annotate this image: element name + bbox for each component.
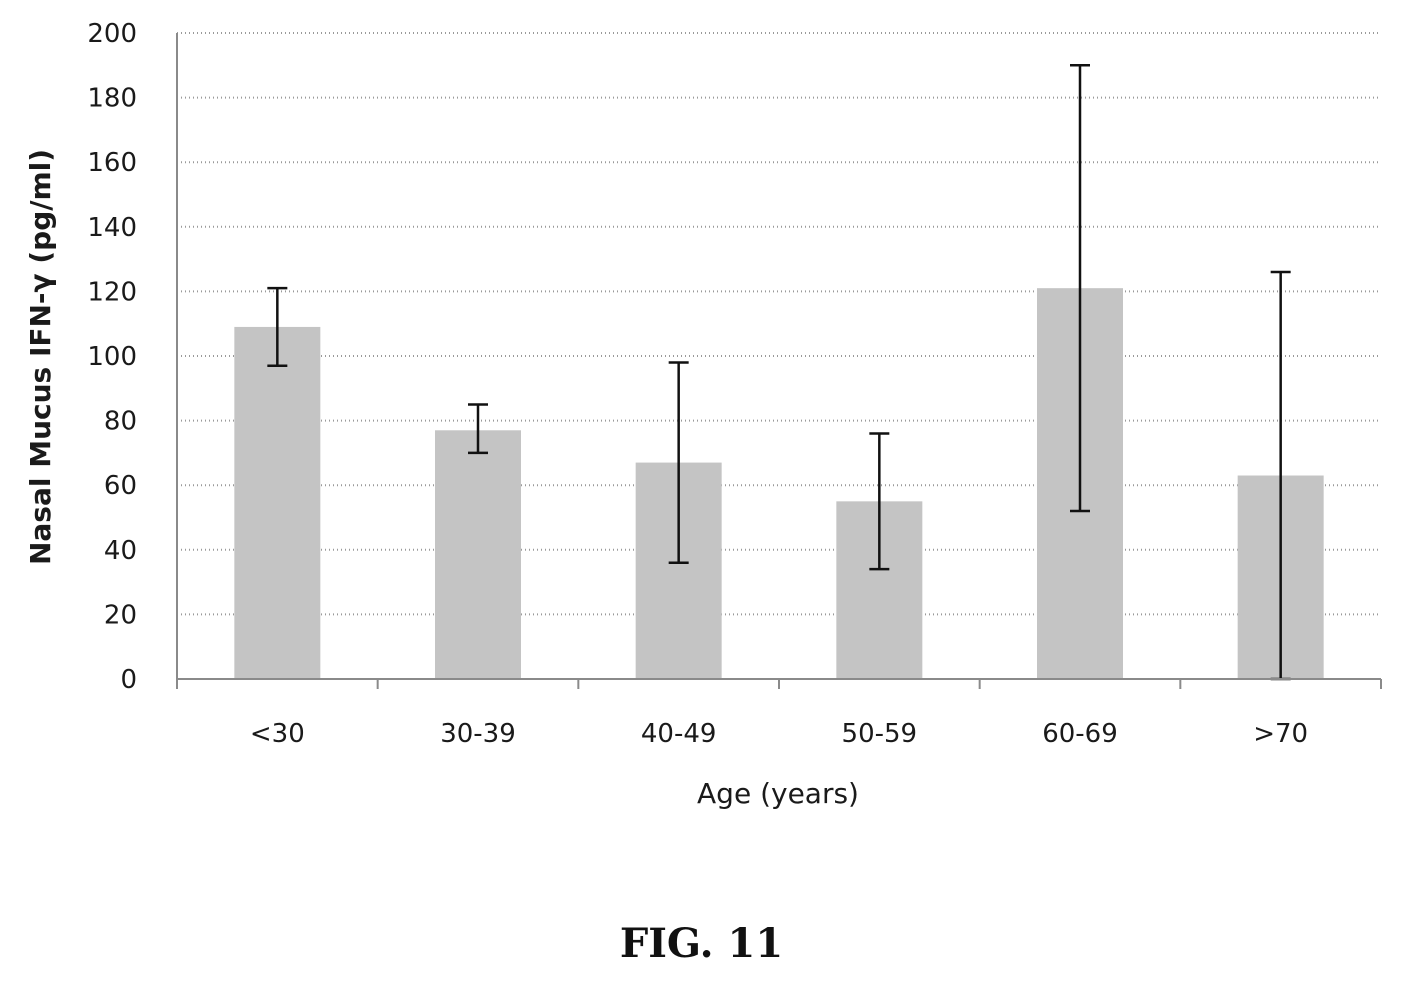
bar (435, 430, 521, 679)
x-tick-label: 50-59 (842, 719, 918, 749)
y-tick-label: 60 (104, 471, 137, 501)
x-tick-label: 30-39 (440, 719, 516, 749)
y-tick-label: 180 (87, 84, 137, 114)
x-tick-label: 60-69 (1042, 719, 1118, 749)
axes (176, 33, 1382, 689)
error-bar (869, 432, 890, 571)
error-bar (267, 286, 288, 367)
x-tick-labels: <30 30-39 40-49 50-59 60-69 >70 (250, 719, 1308, 749)
error-bar (1070, 64, 1090, 513)
x-tick-label: <30 (250, 719, 305, 749)
x-axis-title: Age (years) (697, 777, 859, 810)
bars (234, 288, 1324, 679)
y-tick-label: 80 (104, 407, 137, 437)
y-tick-label: 20 (104, 600, 137, 630)
y-tick-label: 140 (87, 213, 137, 243)
y-tick-label: 120 (87, 277, 137, 307)
y-tick-label: 200 (87, 19, 137, 49)
error-bar (468, 403, 488, 455)
bar (234, 326, 321, 679)
y-axis-title: Nasal Mucus IFN-γ (pg/ml) (24, 149, 57, 565)
error-bars (267, 64, 1291, 681)
y-tick-label: 100 (87, 342, 137, 372)
error-bar (668, 361, 689, 564)
x-tick-label: >70 (1253, 719, 1308, 749)
y-tick-labels: 0 20 40 60 80 100 120 140 160 180 200 (87, 19, 137, 695)
y-tick-label: 40 (104, 536, 137, 566)
bar-chart: 0 20 40 60 80 100 120 140 160 180 200 <30 30-39 40-4… (24, 19, 1382, 810)
y-tick-label: 160 (87, 148, 137, 178)
figure-caption: FIG. 11 (619, 920, 784, 967)
x-tick-label: 40-49 (641, 719, 717, 749)
y-tick-label: 0 (120, 665, 137, 695)
gridlines (177, 32, 1381, 616)
